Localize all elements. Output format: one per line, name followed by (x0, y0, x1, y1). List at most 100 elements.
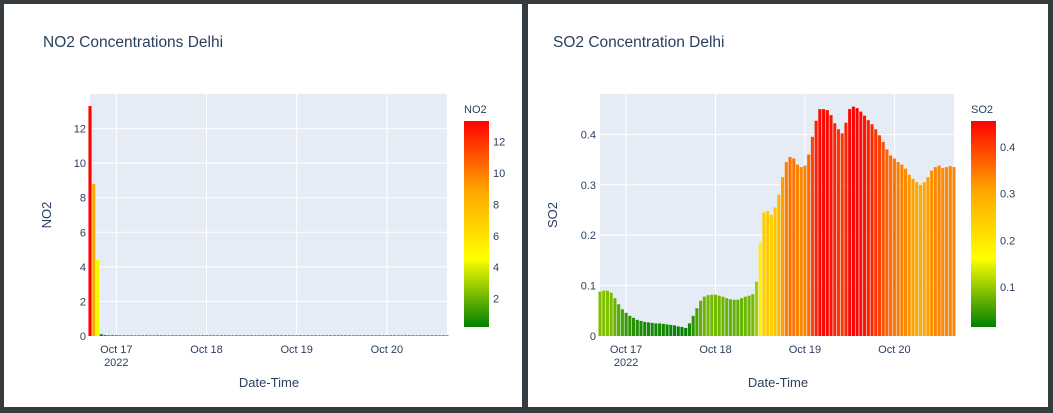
bar (602, 290, 606, 336)
bar (223, 335, 227, 336)
bar (392, 335, 396, 336)
colorbar-tick-label: 0.2 (1000, 235, 1015, 247)
bar (178, 335, 182, 336)
colorbar-tick-label: 10 (493, 168, 505, 180)
bar (107, 335, 111, 336)
bar (632, 317, 636, 336)
bar (725, 298, 729, 336)
bar (710, 294, 714, 336)
x-tick-label: Oct 20 (878, 344, 910, 356)
y-tick-label: 2 (80, 296, 86, 308)
colorbar-tick-label: 0.1 (1000, 282, 1015, 294)
bar (822, 109, 826, 336)
bar (313, 335, 318, 336)
bar (807, 154, 811, 336)
chart-title: SO2 Concentration Delhi (553, 34, 725, 51)
x-tick-label: Oct 19 (280, 344, 312, 356)
bar (122, 335, 126, 336)
y-tick-label: 0.1 (581, 281, 596, 293)
colorbar-tick-label: 2 (493, 294, 499, 306)
y-tick-label: 4 (80, 262, 86, 274)
bar (396, 335, 400, 336)
bar (639, 320, 643, 336)
bar (265, 335, 269, 336)
colorbar-tick-label: 12 (493, 136, 505, 148)
bar (672, 325, 677, 336)
bar (141, 335, 145, 336)
bar (650, 322, 654, 336)
bar (280, 335, 284, 336)
bar (702, 296, 706, 336)
bar (885, 149, 889, 336)
bar (643, 321, 647, 336)
bar (250, 335, 254, 336)
bar (877, 135, 882, 336)
bar (706, 295, 710, 336)
bar (658, 323, 662, 336)
bar (283, 335, 287, 336)
bar (253, 335, 257, 336)
bar (118, 335, 122, 336)
y-tick-label: 0.4 (581, 129, 596, 141)
colorbar-tick-label: 0.4 (1000, 142, 1015, 154)
bar (699, 300, 703, 336)
bar (276, 335, 280, 336)
bar (695, 308, 699, 336)
bar (343, 335, 348, 336)
bar (687, 323, 691, 336)
bar (874, 129, 878, 336)
bar (728, 299, 732, 336)
bar (374, 335, 378, 336)
bar (298, 335, 302, 336)
bar (321, 335, 325, 336)
bar (859, 111, 863, 336)
bar (445, 335, 449, 336)
y-tick-label: 10 (74, 158, 86, 170)
no2-chart-panel: NO2 Concentrations Delhi 0 2 4 6 8 10 12 Oct 17… (4, 4, 522, 407)
colorbar (464, 121, 489, 327)
bar (306, 335, 310, 336)
bar (204, 335, 209, 336)
bar (419, 335, 423, 336)
bar (933, 167, 937, 336)
bar (231, 335, 235, 336)
bar (747, 295, 751, 336)
bar (799, 167, 803, 336)
bar (366, 335, 370, 336)
bar (152, 335, 156, 336)
bar (617, 304, 621, 336)
bar (896, 162, 900, 336)
bar (216, 335, 220, 336)
bar (88, 106, 92, 336)
bar (238, 335, 242, 336)
plot-background (90, 94, 447, 336)
bar (900, 164, 904, 336)
bar (201, 335, 205, 336)
bar (246, 335, 250, 336)
colorbar-tick-label: 8 (493, 199, 499, 211)
bar (148, 335, 152, 336)
x-tick-label: Oct 20 (371, 344, 403, 356)
bar (889, 155, 893, 336)
bar (370, 335, 374, 336)
bar (926, 177, 930, 336)
bar (156, 335, 160, 336)
bar (336, 335, 340, 336)
bar (332, 335, 336, 336)
bar (242, 335, 246, 336)
bar (829, 115, 833, 336)
bar (272, 335, 276, 336)
bar (208, 335, 212, 336)
bar (287, 335, 291, 336)
bar (766, 210, 770, 336)
bar (340, 335, 344, 336)
bar (377, 335, 381, 336)
bar (762, 212, 766, 336)
colorbar (971, 121, 996, 327)
bar (605, 290, 609, 336)
colorbar-tick-label: 4 (493, 262, 499, 274)
bar (351, 335, 355, 336)
bar (915, 182, 919, 336)
bar (792, 158, 796, 336)
